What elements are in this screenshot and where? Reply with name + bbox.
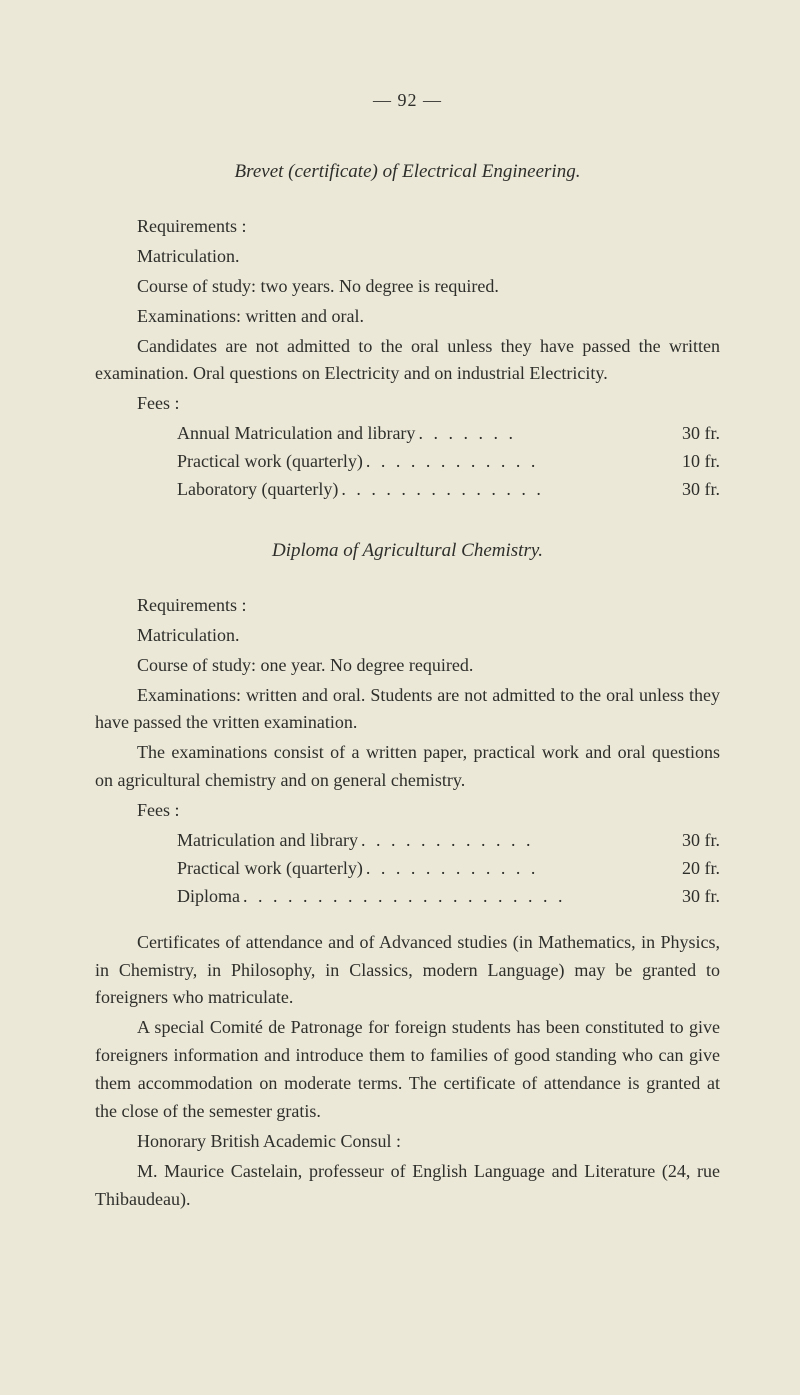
section2-course: Course of study: one year. No degree req… — [95, 652, 720, 680]
fee-amount: 30 fr. — [682, 420, 720, 448]
section2-matriculation: Matriculation. — [95, 622, 720, 650]
fee-line: Matriculation and library . . . . . . . … — [95, 827, 720, 855]
fee-line: Laboratory (quarterly) . . . . . . . . .… — [95, 476, 720, 504]
fee-label: Matriculation and library — [177, 827, 358, 855]
fee-amount: 30 fr. — [682, 476, 720, 504]
page-number: — 92 — — [95, 90, 720, 111]
fee-line: Diploma . . . . . . . . . . . . . . . . … — [95, 883, 720, 911]
fee-label: Laboratory (quarterly) — [177, 476, 338, 504]
section2-title-text: Diploma of Agricultural Chemistry. — [272, 540, 543, 561]
fee-line: Annual Matriculation and library . . . .… — [95, 420, 720, 448]
consul-paragraph: M. Maurice Castelain, professeur of Engl… — [95, 1158, 720, 1214]
fee-amount: 30 fr. — [682, 827, 720, 855]
fee-amount: 20 fr. — [682, 855, 720, 883]
fee-line: Practical work (quarterly) . . . . . . .… — [95, 855, 720, 883]
section2-title: Diploma of Agricultural Chemistry. — [95, 540, 720, 562]
comite-paragraph: A special Comité de Patronage for foreig… — [95, 1014, 720, 1126]
section1-requirements-label: Requirements : — [95, 213, 720, 241]
fee-dots: . . . . . . . . . . . . — [366, 855, 679, 883]
section2-requirements-label: Requirements : — [95, 592, 720, 620]
section1-title-text: Brevet (certificate) of Electrical Engin… — [235, 161, 581, 182]
fee-line: Practical work (quarterly) . . . . . . .… — [95, 448, 720, 476]
fee-dots: . . . . . . . . . . . . — [366, 448, 679, 476]
fee-label: Diploma — [177, 883, 240, 911]
fee-dots: . . . . . . . . . . . . . . . . . . . . … — [243, 883, 679, 911]
section1-course: Course of study: two years. No degree is… — [95, 273, 720, 301]
section1-examinations: Examinations: written and oral. — [95, 303, 720, 331]
section1-matriculation: Matriculation. — [95, 243, 720, 271]
fee-dots: . . . . . . . . . . . . — [361, 827, 679, 855]
section2-exam-consist: The examinations consist of a written pa… — [95, 739, 720, 795]
section1-title: Brevet (certificate) of Electrical Engin… — [95, 161, 720, 183]
fee-amount: 10 fr. — [682, 448, 720, 476]
consul-label: Honorary British Academic Consul : — [95, 1128, 720, 1156]
fee-label: Practical work (quarterly) — [177, 448, 363, 476]
fee-dots: . . . . . . . — [418, 420, 679, 448]
section1-fees-label: Fees : — [95, 390, 720, 418]
section2-examinations: Examinations: written and oral. Students… — [95, 682, 720, 738]
fee-label: Practical work (quarterly) — [177, 855, 363, 883]
section2-fees-label: Fees : — [95, 797, 720, 825]
section1-candidates: Candidates are not admitted to the oral … — [95, 333, 720, 389]
fee-amount: 30 fr. — [682, 883, 720, 911]
certificates-paragraph: Certificates of attendance and of Advanc… — [95, 929, 720, 1013]
fee-label: Annual Matriculation and library — [177, 420, 415, 448]
fee-dots: . . . . . . . . . . . . . . — [341, 476, 679, 504]
